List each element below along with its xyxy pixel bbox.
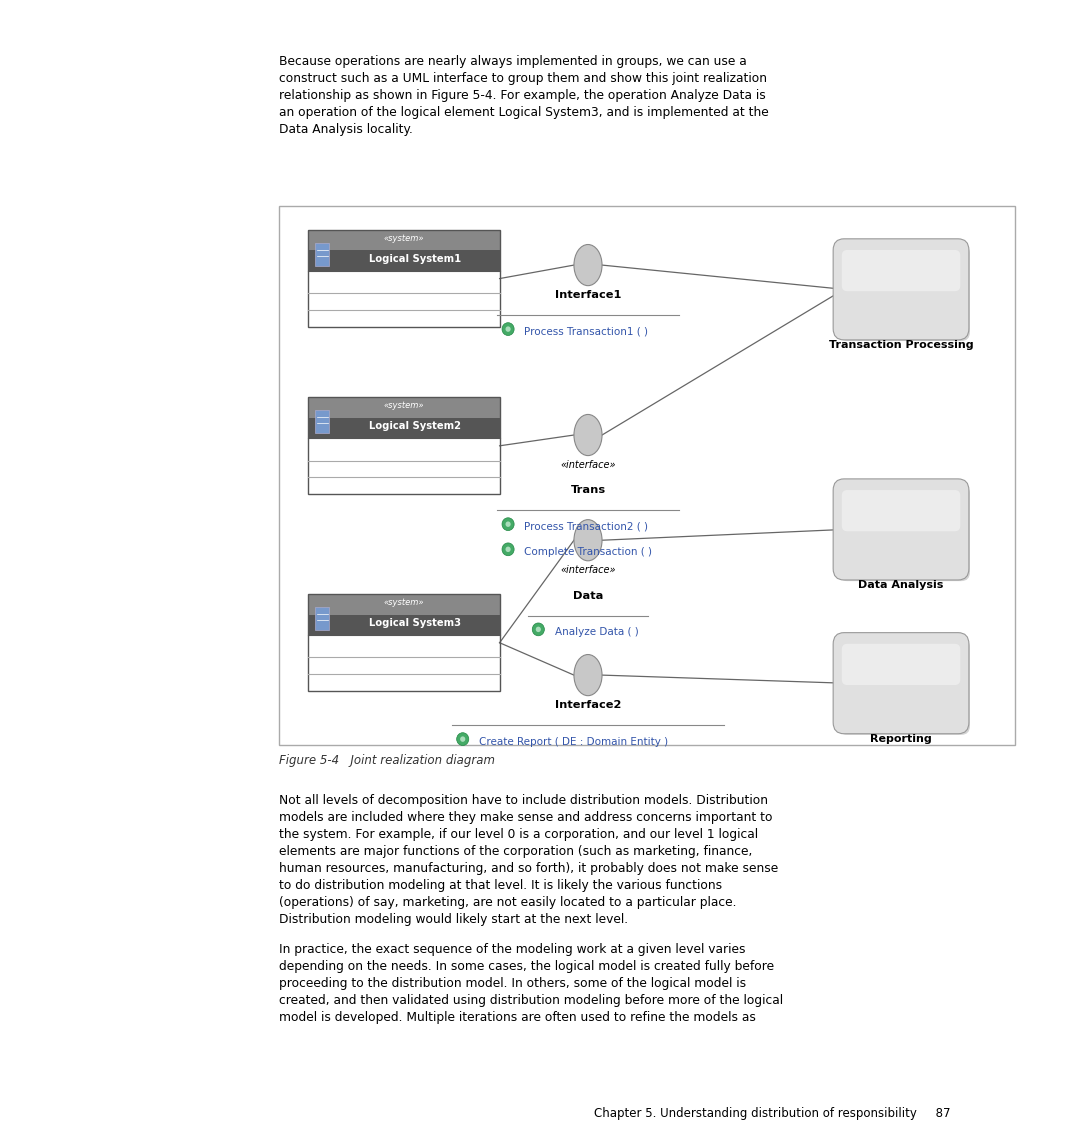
Circle shape: [505, 521, 511, 527]
Bar: [308, 417, 500, 438]
Bar: [308, 594, 500, 692]
Bar: [314, 243, 328, 266]
Text: Reporting: Reporting: [870, 734, 932, 744]
Circle shape: [457, 733, 469, 745]
Circle shape: [505, 546, 511, 552]
Text: «system»: «system»: [383, 401, 424, 410]
Bar: [308, 438, 500, 495]
Text: Interface1: Interface1: [555, 290, 621, 301]
Text: Transaction Processing: Transaction Processing: [828, 339, 973, 350]
Text: Analyze Data ( ): Analyze Data ( ): [554, 628, 638, 637]
Bar: [314, 607, 328, 630]
Text: Trans: Trans: [570, 486, 606, 495]
FancyBboxPatch shape: [838, 485, 970, 581]
FancyBboxPatch shape: [833, 239, 969, 339]
Text: In practice, the exact sequence of the modeling work at a given level varies
dep: In practice, the exact sequence of the m…: [279, 943, 783, 1024]
Text: Process Transaction1 ( ): Process Transaction1 ( ): [524, 327, 648, 337]
Bar: [308, 230, 500, 250]
FancyBboxPatch shape: [841, 644, 960, 685]
Bar: [308, 636, 500, 692]
Bar: [308, 271, 500, 327]
Text: Chapter 5. Understanding distribution of responsibility     87: Chapter 5. Understanding distribution of…: [594, 1108, 950, 1120]
Text: «system»: «system»: [383, 233, 424, 242]
Text: Data Analysis: Data Analysis: [859, 580, 944, 590]
Circle shape: [505, 327, 511, 331]
Ellipse shape: [573, 520, 602, 561]
FancyBboxPatch shape: [838, 638, 970, 735]
Text: Create Report ( DE : Domain Entity ): Create Report ( DE : Domain Entity ): [478, 737, 669, 746]
Circle shape: [460, 736, 465, 742]
Text: Logical System2: Logical System2: [368, 421, 461, 431]
FancyBboxPatch shape: [841, 250, 960, 291]
Text: Because operations are nearly always implemented in groups, we can use a
constru: Because operations are nearly always imp…: [279, 55, 768, 136]
Text: Interface2: Interface2: [555, 701, 621, 710]
Bar: [308, 230, 500, 327]
Circle shape: [502, 543, 514, 555]
Text: Logical System1: Logical System1: [368, 254, 461, 264]
Bar: [308, 398, 500, 495]
Text: Complete Transaction ( ): Complete Transaction ( ): [524, 547, 652, 557]
Bar: [308, 250, 500, 271]
Text: Logical System3: Logical System3: [368, 617, 461, 628]
Bar: [308, 594, 500, 615]
FancyBboxPatch shape: [838, 245, 970, 341]
Circle shape: [532, 623, 544, 636]
Text: «interface»: «interface»: [561, 566, 616, 575]
Ellipse shape: [573, 655, 602, 696]
Text: «interface»: «interface»: [561, 461, 616, 470]
Text: «system»: «system»: [383, 598, 424, 607]
Bar: [308, 398, 500, 417]
Text: Not all levels of decomposition have to include distribution models. Distributio: Not all levels of decomposition have to …: [279, 794, 778, 926]
Text: Figure 5-4   Joint realization diagram: Figure 5-4 Joint realization diagram: [279, 754, 495, 767]
Circle shape: [502, 322, 514, 336]
Text: Data: Data: [572, 591, 604, 600]
Ellipse shape: [573, 415, 602, 456]
Bar: [314, 410, 328, 433]
FancyBboxPatch shape: [841, 490, 960, 531]
Bar: [308, 615, 500, 636]
Bar: [279, 206, 1015, 745]
Circle shape: [502, 518, 514, 530]
FancyBboxPatch shape: [833, 479, 969, 580]
Circle shape: [536, 626, 541, 632]
Ellipse shape: [573, 245, 602, 286]
FancyBboxPatch shape: [833, 633, 969, 734]
Text: Process Transaction2 ( ): Process Transaction2 ( ): [524, 522, 648, 531]
